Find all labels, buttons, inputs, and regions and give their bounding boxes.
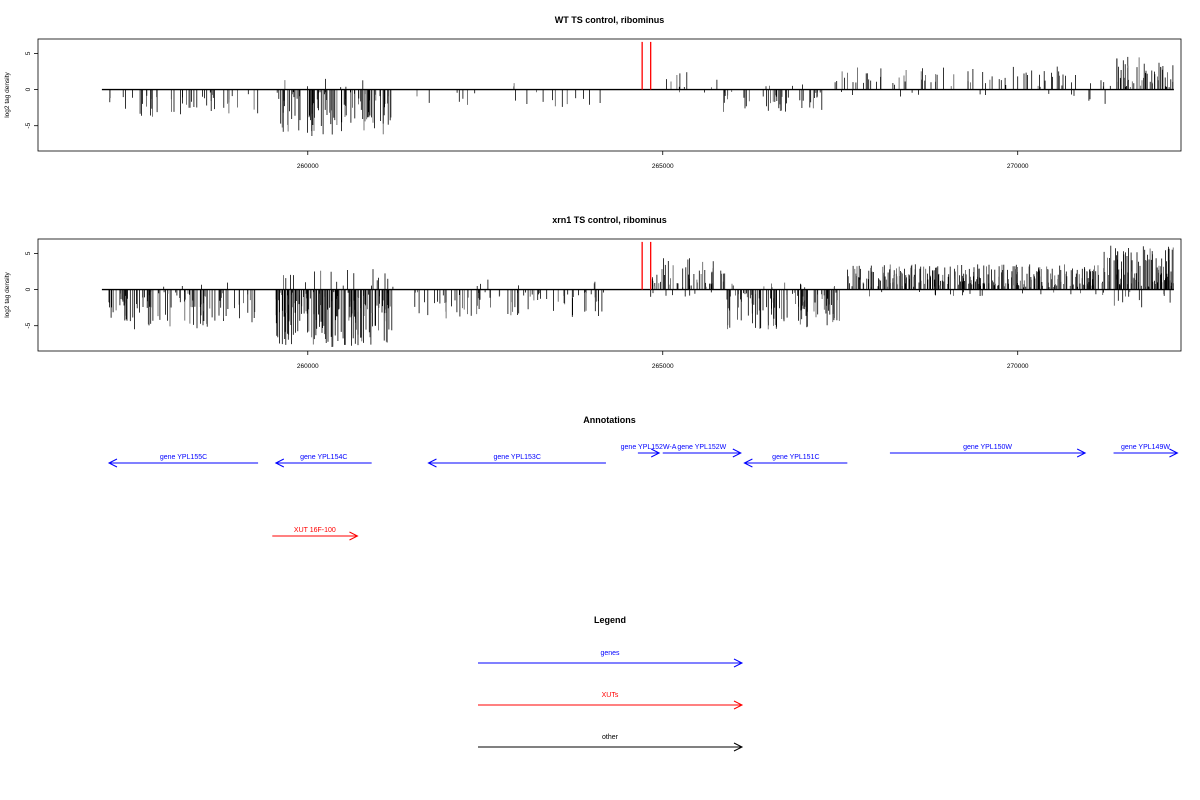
gene-label: gene YPL150W [963,444,1012,451]
x-tick-label: 265000 [652,163,674,170]
x-tick-label: 270000 [1007,163,1029,170]
legend-label: genes [600,650,620,657]
gene-arrow: gene YPL151C [743,454,848,468]
arrow-head [743,458,753,468]
arrow-head [733,658,744,668]
legend-arrow: XUTs [478,692,744,710]
plot-frame [37,238,1182,352]
gene-arrow: gene YPL155C [107,454,259,468]
legend-panel: Legend genes XUTs other [478,615,744,752]
x-tick-label: 260000 [297,163,319,170]
density-bars [108,245,1174,347]
gene-label: gene YPL154C [300,454,347,461]
chart-panel-1: xrn1 TS control, ribominus log2 tag densi… [4,215,1182,370]
x-tick-label: 260000 [297,363,319,370]
arrow-head [733,700,744,710]
x-tick-label: 270000 [1007,363,1029,370]
gene-arrow: gene YPL149W [1113,444,1179,458]
arrow-head [1076,448,1087,458]
x-tick-label: 265000 [652,363,674,370]
gene-arrow: gene YPL152W-A [621,444,677,458]
legend-label: other [602,734,619,741]
chart-title: xrn1 TS control, ribominus [552,215,667,225]
gene-arrow: gene YPL152W [662,444,742,458]
plot-frame [37,38,1182,152]
legend-label: XUTs [602,692,619,699]
annotations-title: Annotations [583,415,636,425]
gene-label: XUT 16F-100 [294,527,336,534]
annotations-panel: Annotations gene YPL155C gene YPL154C gene … [107,415,1179,541]
legend-title: Legend [594,615,626,625]
gene-label: gene YPL152W-A [621,444,677,451]
legend-arrow: genes [478,650,744,668]
density-bars [109,56,1174,136]
arrow-head [650,448,661,458]
arrow-head [427,458,437,468]
arrow-head [274,458,285,468]
y-tick-label: -5 [25,322,32,328]
gene-label: gene YPL155C [160,454,207,461]
gene-arrow: gene YPL153C [427,454,606,468]
y-axis-label: log2 tag density [4,271,11,317]
y-tick-label: 0 [25,87,32,91]
y-tick-label: -5 [25,122,32,128]
gene-label: gene YPL152W [677,444,726,451]
legend-arrow: other [478,734,744,752]
arrow-head [732,448,742,458]
arrow-head [1169,448,1179,458]
y-tick-label: 5 [25,51,32,55]
y-axis-label: log2 tag density [4,71,11,117]
gene-arrow: XUT 16F-100 [272,527,359,541]
y-tick-label: 5 [25,251,32,255]
arrow-head [349,531,359,541]
gene-label: gene YPL151C [772,454,819,461]
gene-label: gene YPL149W [1121,444,1170,451]
chart-title: WT TS control, ribominus [555,15,665,25]
arrow-head [107,458,118,468]
gene-arrow: gene YPL150W [889,444,1087,458]
y-tick-label: 0 [25,287,32,291]
arrow-head [733,742,744,752]
chart-panel-0: WT TS control, ribominus log2 tag density… [4,15,1182,170]
gene-label: gene YPL153C [494,454,541,461]
gene-arrow: gene YPL154C [274,454,372,468]
